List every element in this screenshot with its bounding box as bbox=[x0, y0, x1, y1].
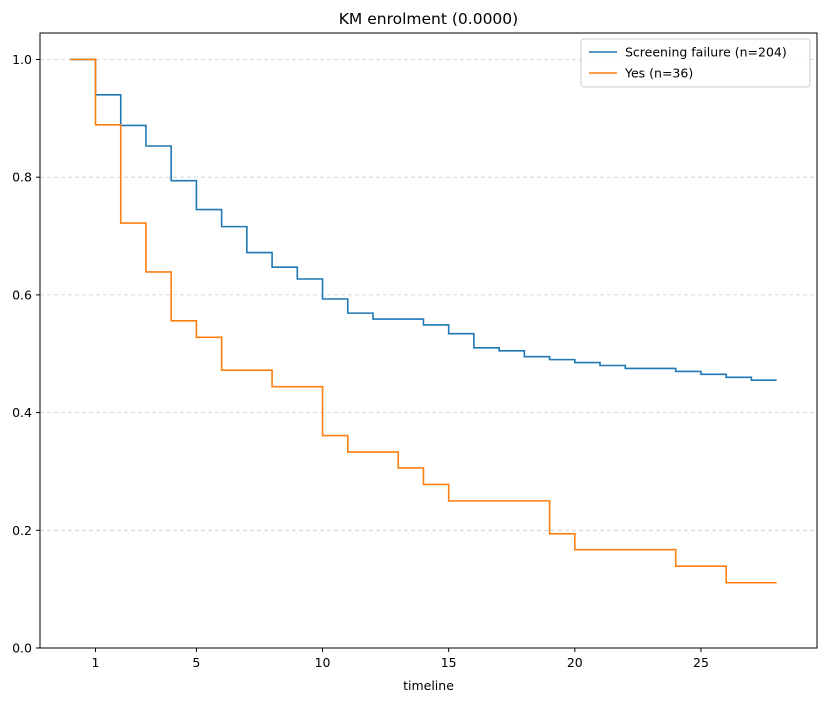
plot-frame bbox=[39, 32, 818, 649]
gridlines bbox=[40, 59, 817, 649]
y-tick-label: 0.0 bbox=[12, 641, 32, 656]
x-axis-ticks: 1 5 10 15 20 25 bbox=[92, 648, 709, 670]
x-tick-label: 20 bbox=[567, 655, 583, 670]
chart-title: KM enrolment (0.0000) bbox=[339, 10, 518, 28]
series-line-1 bbox=[70, 58, 777, 382]
y-tick-label: 1.0 bbox=[12, 52, 32, 67]
x-tick-label: 15 bbox=[441, 655, 457, 670]
x-tick-label: 1 bbox=[92, 655, 100, 670]
y-axis-ticks: 0.0 0.2 0.4 0.6 0.8 1.0 bbox=[12, 52, 40, 656]
legend: Screening failure (n=204) Yes (n=36) bbox=[580, 38, 811, 88]
legend-box bbox=[580, 38, 811, 88]
x-tick-label: 5 bbox=[192, 655, 200, 670]
legend-label: Screening failure (n=204) bbox=[625, 45, 787, 60]
series-lines bbox=[70, 58, 777, 584]
y-tick-label: 0.4 bbox=[12, 405, 32, 420]
y-tick-label: 0.8 bbox=[12, 170, 32, 185]
x-tick-label: 25 bbox=[693, 655, 709, 670]
legend-label: Yes (n=36) bbox=[624, 66, 693, 81]
x-tick-label: 10 bbox=[315, 655, 331, 670]
series-line-2 bbox=[70, 58, 777, 584]
y-tick-label: 0.2 bbox=[12, 523, 32, 538]
y-tick-label: 0.6 bbox=[12, 287, 32, 302]
x-axis-label: timeline bbox=[403, 678, 454, 693]
